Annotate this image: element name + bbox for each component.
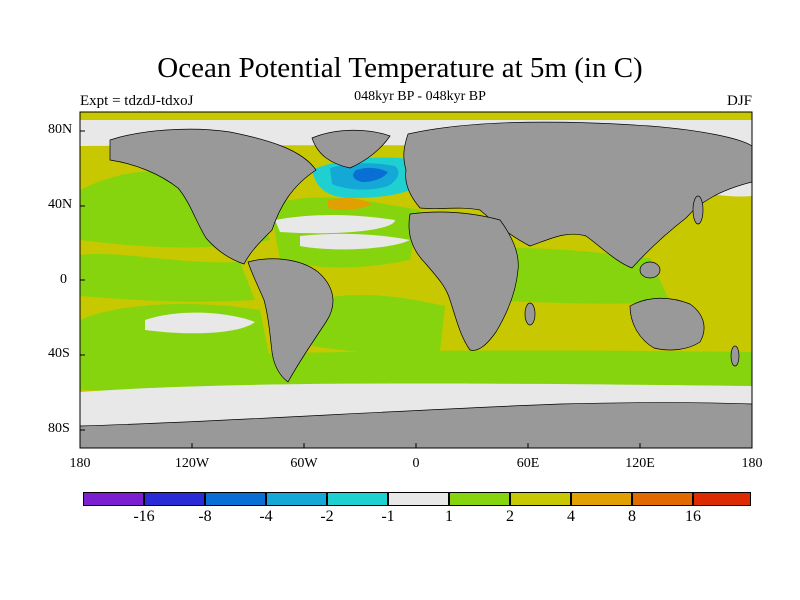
colorbar-box xyxy=(571,492,632,506)
colorbar-label: 16 xyxy=(685,508,701,525)
temperature-band-southern xyxy=(80,350,752,393)
colorbar-label: 4 xyxy=(567,508,575,525)
colorbar-box xyxy=(327,492,388,506)
colorbar-label: -1 xyxy=(381,508,395,525)
plot-title: Ocean Potential Temperature at 5m (in C) xyxy=(157,52,643,84)
y-tick-label-40n: 40N xyxy=(48,197,73,212)
colorbar-label: -4 xyxy=(259,508,273,525)
season-label: DJF xyxy=(726,93,752,109)
land-madagascar xyxy=(524,302,536,326)
land-antarctica xyxy=(80,402,752,448)
colorbar-label: 2 xyxy=(506,508,514,525)
colorbar-box xyxy=(693,492,751,506)
colorbar-box xyxy=(144,492,205,506)
x-tick-label-60e: 60E xyxy=(516,456,540,471)
y-axis-ticks xyxy=(80,130,85,431)
x-tick-label-180-right: 180 xyxy=(741,456,763,471)
x-tick-label-60w: 60W xyxy=(290,456,318,471)
land-africa xyxy=(408,211,519,351)
neutral-zone-atlantic-2 xyxy=(300,233,410,250)
temperature-band-tropical-pacific xyxy=(80,253,255,302)
colorbar-label: -8 xyxy=(198,508,212,525)
land-borneo xyxy=(639,261,661,279)
y-tick-label-80s: 80S xyxy=(48,421,70,436)
land-eurasia xyxy=(403,121,752,269)
colorbar-label: 1 xyxy=(445,508,453,525)
colorbar-label: 8 xyxy=(628,508,636,525)
neutral-zone-south-pacific xyxy=(145,312,255,334)
y-tick-label-40s: 40S xyxy=(48,346,70,361)
plot-subtitle: 048kyr BP - 048kyr BP xyxy=(354,89,486,104)
land-japan xyxy=(692,195,704,225)
x-tick-label-180-left: 180 xyxy=(69,456,91,471)
colorbar-box xyxy=(266,492,327,506)
colorbar-label: -16 xyxy=(133,508,155,525)
x-tick-label-120e: 120E xyxy=(625,456,655,471)
experiment-label: Expt = tdzdJ-tdxoJ xyxy=(80,93,194,109)
land-australia xyxy=(629,297,705,351)
colorbar-box xyxy=(449,492,510,506)
colorbar-box xyxy=(510,492,571,506)
x-tick-label-0: 0 xyxy=(412,456,420,471)
colorbar-label: -2 xyxy=(320,508,334,525)
y-tick-label-80n: 80N xyxy=(48,122,73,137)
warm-anomaly-north-atlantic xyxy=(328,197,372,211)
colorbar-box xyxy=(83,492,144,506)
neutral-zone-atlantic xyxy=(275,215,395,234)
coolest-anomaly-north-atlantic xyxy=(353,167,388,182)
x-axis-ticks xyxy=(79,443,753,448)
temperature-band-south-atlantic xyxy=(312,294,445,354)
y-tick-label-0: 0 xyxy=(60,272,67,287)
land-new-zealand xyxy=(730,345,740,367)
colorbar-box xyxy=(632,492,693,506)
x-tick-label-120w: 120W xyxy=(174,456,210,471)
land-greenland xyxy=(311,129,391,169)
colorbar-box xyxy=(205,492,266,506)
land-south-america xyxy=(247,258,334,383)
land-north-america xyxy=(109,128,317,265)
colorbar-box xyxy=(388,492,449,506)
